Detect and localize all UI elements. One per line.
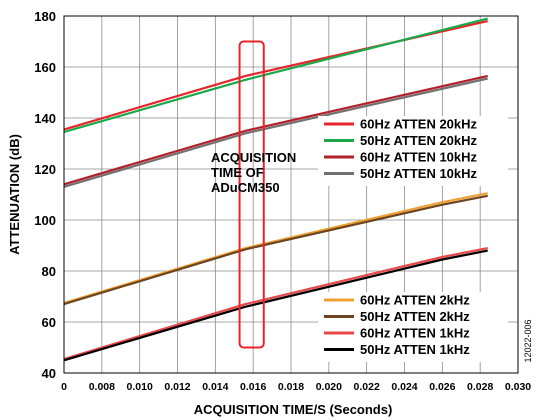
- y-tick-label: 160: [34, 60, 56, 75]
- x-tick-label: 0.024: [391, 381, 417, 393]
- legend-label: 50Hz ATTEN 20kHz: [360, 133, 478, 148]
- legend-label: 60Hz ATTEN 1kHz: [360, 326, 470, 341]
- x-tick-label: 0.022: [354, 381, 380, 393]
- legend-label: 60Hz ATTEN 2kHz: [360, 293, 470, 308]
- x-tick-label: 0.012: [164, 381, 190, 393]
- y-tick-label: 120: [34, 162, 56, 177]
- legend-label: 50Hz ATTEN 2kHz: [360, 309, 470, 324]
- x-tick-label: 0.020: [316, 381, 342, 393]
- y-tick-label: 80: [42, 264, 56, 279]
- grid: [64, 16, 518, 373]
- x-tick-label: 0.026: [429, 381, 455, 393]
- x-axis-title: ACQUISITION TIME/S (Seconds): [194, 402, 393, 417]
- x-tick-label: 0.030: [505, 381, 531, 393]
- acquisition-time-highlight: [238, 40, 265, 349]
- series-line: [63, 192, 488, 304]
- legend-label: 50Hz ATTEN 10kHz: [360, 166, 478, 181]
- series-line: [63, 194, 488, 306]
- legend-label: 50Hz ATTEN 1kHz: [360, 342, 470, 357]
- series-line: [63, 77, 488, 188]
- x-tick-label: 0.008: [89, 381, 115, 393]
- series-line: [63, 247, 488, 361]
- annotation-line: ADuCM350: [211, 180, 280, 195]
- series-line: [63, 249, 488, 362]
- figure-id: 12022-006: [523, 319, 533, 362]
- series-line: [63, 17, 488, 134]
- x-tick-label: 0.016: [240, 381, 266, 393]
- annotation-line: ACQUISITION: [211, 150, 296, 165]
- y-axis-title: ATTENUATION (dB): [7, 134, 22, 255]
- y-tick-label: 140: [34, 111, 56, 126]
- x-tick-label: 0.028: [467, 381, 493, 393]
- plot-frame: [63, 15, 519, 374]
- legend-label: 60Hz ATTEN 20kHz: [360, 117, 478, 132]
- y-tick-label: 100: [34, 213, 56, 228]
- x-tick-label: 0.018: [278, 381, 304, 393]
- x-tick-label: 0.010: [127, 381, 153, 393]
- tick-labels: 0 0.008 0.010 0.012 0.014 0.016 0.018 0.020 0.02…: [34, 9, 531, 393]
- series-line: [63, 74, 488, 186]
- annotation-line: TIME OF: [211, 165, 264, 180]
- x-tick-label: 0.014: [202, 381, 228, 393]
- legend-label: 60Hz ATTEN 10kHz: [360, 150, 478, 165]
- y-tick-label: 180: [34, 9, 56, 24]
- y-tick-label: 60: [42, 315, 56, 330]
- x-tick-label: 0: [61, 381, 67, 393]
- series-lines: [63, 17, 488, 362]
- y-tick-label: 40: [42, 366, 56, 381]
